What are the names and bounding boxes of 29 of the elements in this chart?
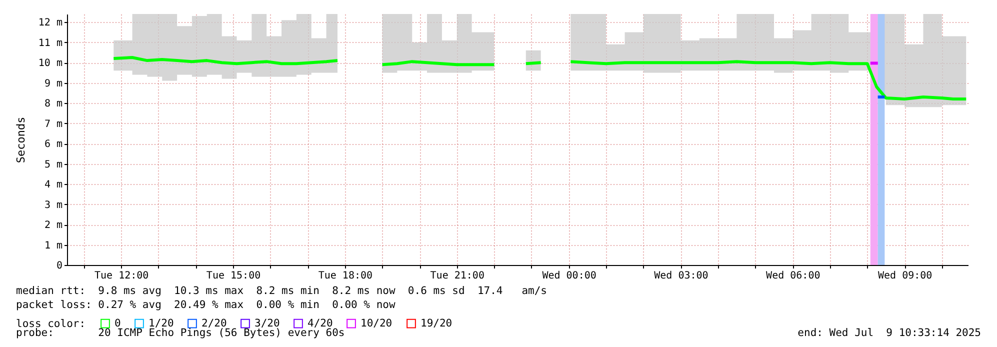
y-tick-label: 12 m bbox=[38, 18, 62, 29]
x-tick-label: Wed 06:00 bbox=[766, 270, 820, 282]
text: median rtt: 9.8 ms avg 10.3 ms max 8.2 ms min 8.2 ms now 0.6 ms sd 17.4 am/s bbox=[16, 285, 548, 297]
text: packet loss: 0.27 % avg 20.49 % max 0.00 % min 0.00 % now bbox=[16, 299, 396, 311]
legend-label: 19/20 bbox=[420, 318, 452, 330]
legend-title: loss color: bbox=[16, 318, 86, 330]
y-tick-label: 7 m bbox=[44, 118, 62, 130]
y-tick-label: 11 m bbox=[38, 38, 62, 49]
text: probe: 20 ICMP Echo Pings (56 Bytes) every 60s bbox=[16, 327, 345, 339]
x-tick-label: Wed 03:00 bbox=[654, 270, 708, 282]
y-tick-label: 9 m bbox=[44, 78, 62, 90]
x-tick-label: Wed 09:00 bbox=[878, 270, 932, 282]
y-tick-label: 3 m bbox=[44, 200, 62, 211]
x-tick-label: Tue 18:00 bbox=[318, 270, 373, 282]
x-tick-label: Tue 12:00 bbox=[94, 270, 149, 282]
y-tick-label: 2 m bbox=[44, 220, 62, 232]
y-tick-label: 10 m bbox=[38, 58, 62, 70]
y-tick-label: 1 m bbox=[44, 240, 62, 252]
text: end: Wed Jul 9 10:33:14 2025 bbox=[798, 327, 981, 339]
x-tick-label: Tue 15:00 bbox=[206, 270, 261, 282]
legend-label: 10/20 bbox=[360, 318, 392, 330]
y-tick-label: 6 m bbox=[44, 139, 62, 150]
y-axis-title: Seconds bbox=[14, 116, 28, 164]
y-tick-label: 8 m bbox=[44, 98, 62, 110]
x-tick-label: Tue 21:00 bbox=[430, 270, 484, 282]
x-tick-label: Wed 00:00 bbox=[542, 270, 596, 282]
y-tick-label: 4 m bbox=[44, 180, 62, 191]
y-tick-label: 0 bbox=[56, 260, 62, 272]
y-tick-label: 5 m bbox=[44, 159, 62, 170]
